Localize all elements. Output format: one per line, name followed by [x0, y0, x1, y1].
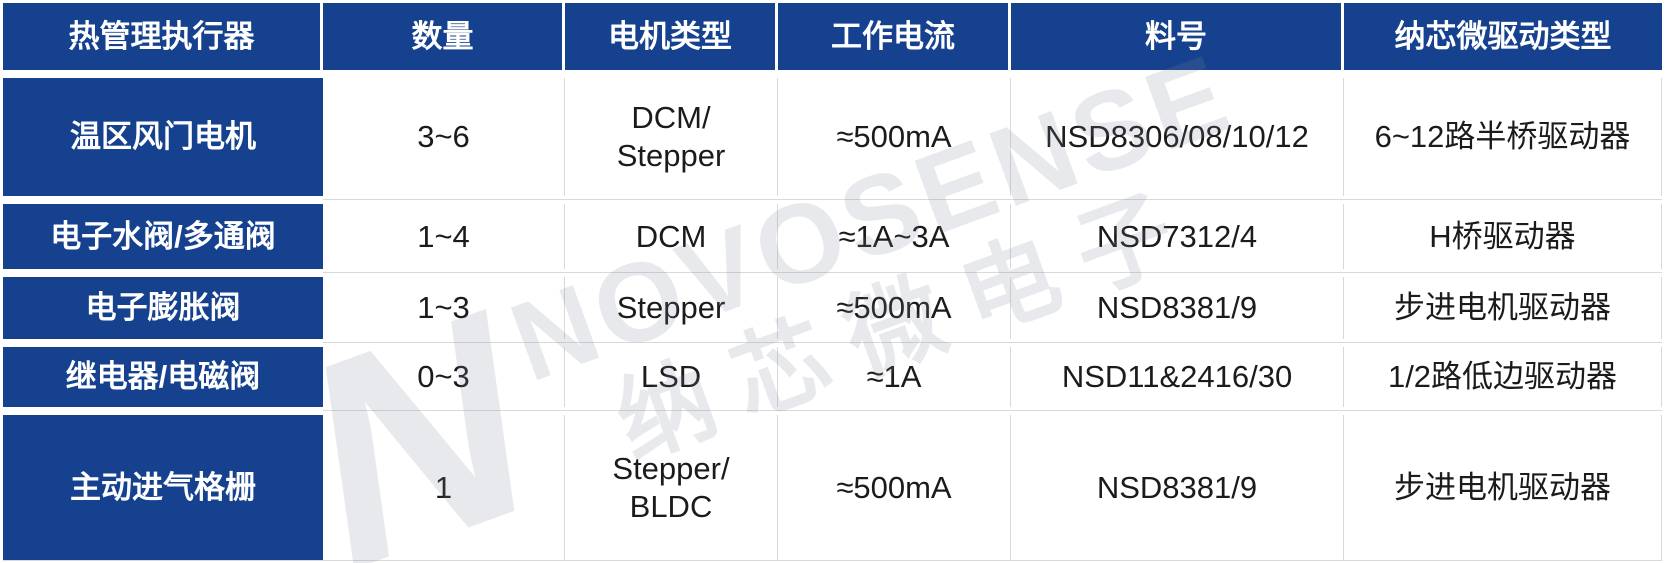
header-part-number: 料号	[1011, 3, 1344, 70]
row-separator	[3, 70, 1662, 78]
quantity-cell: 0~3	[323, 347, 565, 407]
actuator-cell: 温区风门电机	[3, 78, 323, 196]
actuator-cell: 电子膨胀阀	[3, 277, 323, 339]
working-current-cell: ≈1A	[778, 347, 1011, 407]
header-motor-type: 电机类型	[565, 3, 778, 70]
driver-type-cell: H桥驱动器	[1344, 204, 1662, 269]
quantity-cell: 1~3	[323, 277, 565, 339]
row-separator	[3, 269, 1662, 277]
driver-type-cell: 6~12路半桥驱动器	[1344, 78, 1662, 196]
motor-type-cell: DCM	[565, 204, 778, 269]
part-number-cell: NSD8306/08/10/12	[1011, 78, 1344, 196]
row-separator	[3, 339, 1662, 347]
header-actuator: 热管理执行器	[3, 3, 323, 70]
quantity-cell: 3~6	[323, 78, 565, 196]
row-separator	[3, 196, 1662, 204]
motor-type-cell: DCM/ Stepper	[565, 78, 778, 196]
part-number-cell: NSD8381/9	[1011, 415, 1344, 560]
driver-type-cell: 1/2路低边驱动器	[1344, 347, 1662, 407]
actuator-cell: 继电器/电磁阀	[3, 347, 323, 407]
working-current-cell: ≈500mA	[778, 415, 1011, 560]
actuator-cell: 电子水阀/多通阀	[3, 204, 323, 269]
header-working-current: 工作电流	[778, 3, 1011, 70]
motor-type-cell: Stepper/ BLDC	[565, 415, 778, 560]
part-number-cell: NSD8381/9	[1011, 277, 1344, 339]
working-current-cell: ≈1A~3A	[778, 204, 1011, 269]
header-quantity: 数量	[323, 3, 565, 70]
actuator-driver-table: 热管理执行器 数量 电机类型 工作电流 料号 纳芯微驱动类型 温区风门电机 3~…	[3, 3, 1662, 561]
header-driver-type: 纳芯微驱动类型	[1344, 3, 1662, 70]
working-current-cell: ≈500mA	[778, 277, 1011, 339]
quantity-cell: 1~4	[323, 204, 565, 269]
driver-type-cell: 步进电机驱动器	[1344, 277, 1662, 339]
driver-type-cell: 步进电机驱动器	[1344, 415, 1662, 560]
quantity-cell: 1	[323, 415, 565, 560]
actuator-cell: 主动进气格栅	[3, 415, 323, 560]
working-current-cell: ≈500mA	[778, 78, 1011, 196]
motor-type-cell: LSD	[565, 347, 778, 407]
part-number-cell: NSD11&2416/30	[1011, 347, 1344, 407]
part-number-cell: NSD7312/4	[1011, 204, 1344, 269]
motor-type-cell: Stepper	[565, 277, 778, 339]
row-separator	[3, 407, 1662, 415]
